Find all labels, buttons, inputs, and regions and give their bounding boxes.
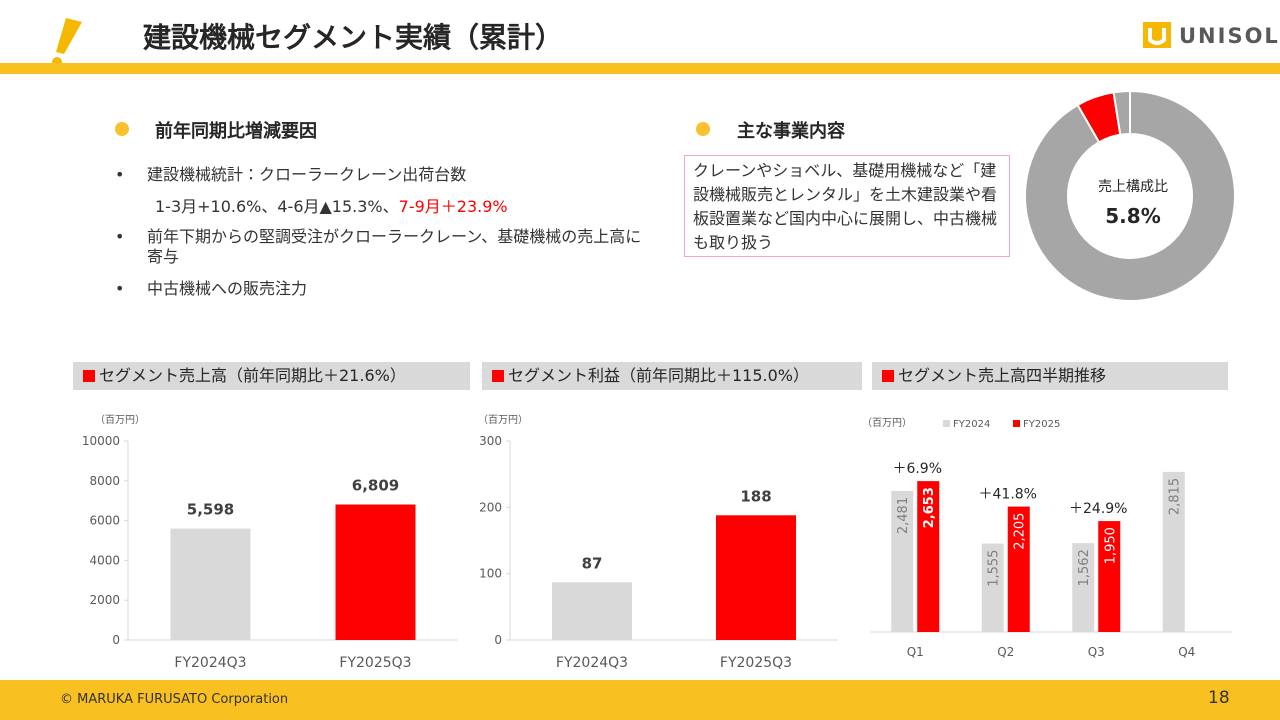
bar bbox=[716, 515, 796, 640]
bullet: • 中古機械への販売注力 bbox=[115, 279, 307, 299]
y-tick-label: 200 bbox=[479, 500, 502, 514]
x-tick-label: FY2024Q3 bbox=[556, 655, 628, 671]
bullet-text: 前年下期からの堅調受注がクローラークレーン、基礎機械の売上高に寄与 bbox=[147, 227, 642, 266]
data-label: 2,481 bbox=[896, 497, 911, 534]
data-label: 6,809 bbox=[352, 477, 399, 495]
bullet: • 建設機械統計：クローラークレーン出荷台数 bbox=[115, 165, 466, 185]
bar bbox=[552, 582, 632, 640]
section-heading: 主な事業内容 bbox=[737, 121, 845, 142]
x-tick-label: Q1 bbox=[907, 645, 924, 659]
x-tick-label: Q2 bbox=[997, 645, 1014, 659]
data-label: 1,555 bbox=[987, 550, 1002, 587]
donut-center-value: 5.8% bbox=[1105, 204, 1160, 228]
y-tick-label: 4000 bbox=[89, 553, 120, 567]
legend-label: FY2025 bbox=[1023, 419, 1060, 430]
legend-swatch bbox=[943, 420, 950, 427]
x-tick-label: FY2025Q3 bbox=[339, 655, 411, 671]
data-label: 188 bbox=[740, 487, 771, 505]
copyright: © MARUKA FURUSATO Corporation bbox=[60, 692, 289, 707]
y-tick-label: 2000 bbox=[89, 593, 120, 607]
y-tick-label: 0 bbox=[494, 633, 502, 647]
bar bbox=[1162, 471, 1185, 632]
data-label: 5,598 bbox=[187, 501, 234, 519]
donut-center-label: 売上構成比 bbox=[1098, 179, 1168, 195]
page-number: 18 bbox=[1208, 688, 1230, 708]
bar bbox=[1098, 521, 1121, 632]
data-label: 2,653 bbox=[922, 487, 937, 528]
y-tick-label: 8000 bbox=[89, 474, 120, 488]
x-tick-label: FY2025Q3 bbox=[720, 655, 792, 671]
data-label: 87 bbox=[582, 554, 603, 572]
legend-swatch bbox=[1013, 420, 1020, 427]
x-tick-label: Q3 bbox=[1088, 645, 1105, 659]
chart-title-bar: セグメント売上高四半期推移 bbox=[872, 362, 1228, 390]
bar bbox=[917, 481, 940, 632]
chart-title: セグメント利益（前年同期比＋115.0%） bbox=[508, 366, 810, 385]
y-tick-label: 300 bbox=[479, 434, 502, 448]
footer-band bbox=[0, 680, 1280, 720]
bar bbox=[1072, 543, 1095, 632]
unit-label: （百万円） bbox=[95, 414, 145, 426]
description-box: クレーンやショベル、基礎用機械など「建設機械販売とレンタル」を土木建設業や看板設… bbox=[684, 155, 1010, 257]
annotation: ＋24.9% bbox=[1069, 501, 1127, 517]
slide-title: 建設機械セグメント実績（累計） bbox=[143, 21, 564, 54]
bar bbox=[1007, 506, 1030, 632]
annotation: ＋41.8% bbox=[979, 487, 1037, 503]
legend-label: FY2024 bbox=[953, 419, 990, 430]
bullet-text: 中古機械への販売注力 bbox=[147, 279, 308, 298]
detail-highlight: 7-9月＋23.9% bbox=[398, 197, 508, 216]
annotation: ＋6.9% bbox=[892, 461, 942, 477]
bullet-detail: 1-3月+10.6%、4-6月▲15.3%、7-9月＋23.9% bbox=[155, 197, 508, 217]
header-graphics: UNISOL bbox=[0, 18, 1280, 74]
data-label: 1,950 bbox=[1103, 527, 1118, 564]
unit-label: （百万円） bbox=[478, 414, 528, 426]
y-tick-label: 0 bbox=[112, 633, 120, 647]
section-heading: 前年同期比増減要因 bbox=[155, 121, 317, 142]
data-label: 1,562 bbox=[1077, 549, 1092, 586]
chart-title: セグメント売上高四半期推移 bbox=[898, 366, 1107, 385]
logo-text: UNISOL bbox=[1179, 24, 1280, 48]
chart-title: セグメント売上高（前年同期比＋21.6%） bbox=[99, 366, 406, 385]
donut-slice bbox=[1024, 89, 1236, 302]
heading-dot bbox=[115, 122, 129, 136]
unit-label: （百万円） bbox=[862, 417, 912, 429]
bar bbox=[170, 528, 251, 640]
detail-text: 1-3月+10.6%、4-6月▲15.3%、 bbox=[155, 197, 399, 216]
bar bbox=[981, 543, 1004, 632]
chart-title-bar: セグメント売上高（前年同期比＋21.6%） bbox=[73, 362, 470, 390]
header-band bbox=[0, 63, 1280, 74]
data-label: 2,815 bbox=[1168, 478, 1183, 515]
y-tick-label: 6000 bbox=[89, 514, 120, 528]
data-label: 2,205 bbox=[1013, 513, 1028, 550]
bar bbox=[891, 490, 914, 632]
y-tick-label: 10000 bbox=[82, 434, 120, 448]
x-tick-label: FY2024Q3 bbox=[174, 655, 246, 671]
donut-slice bbox=[1112, 89, 1131, 136]
chart-title-bar: セグメント利益（前年同期比＋115.0%） bbox=[482, 362, 862, 390]
bar bbox=[335, 504, 416, 640]
bullet-text: 建設機械統計：クローラークレーン出荷台数 bbox=[147, 165, 467, 184]
charts: （百万円）0200040006000800010000FY2024Q35,598… bbox=[82, 89, 1236, 671]
y-tick-label: 100 bbox=[479, 567, 502, 581]
bullet: • 前年下期からの堅調受注がクローラークレーン、基礎機械の売上高に寄与 bbox=[115, 227, 641, 266]
heading-dot bbox=[696, 122, 710, 136]
x-tick-label: Q4 bbox=[1178, 645, 1195, 659]
